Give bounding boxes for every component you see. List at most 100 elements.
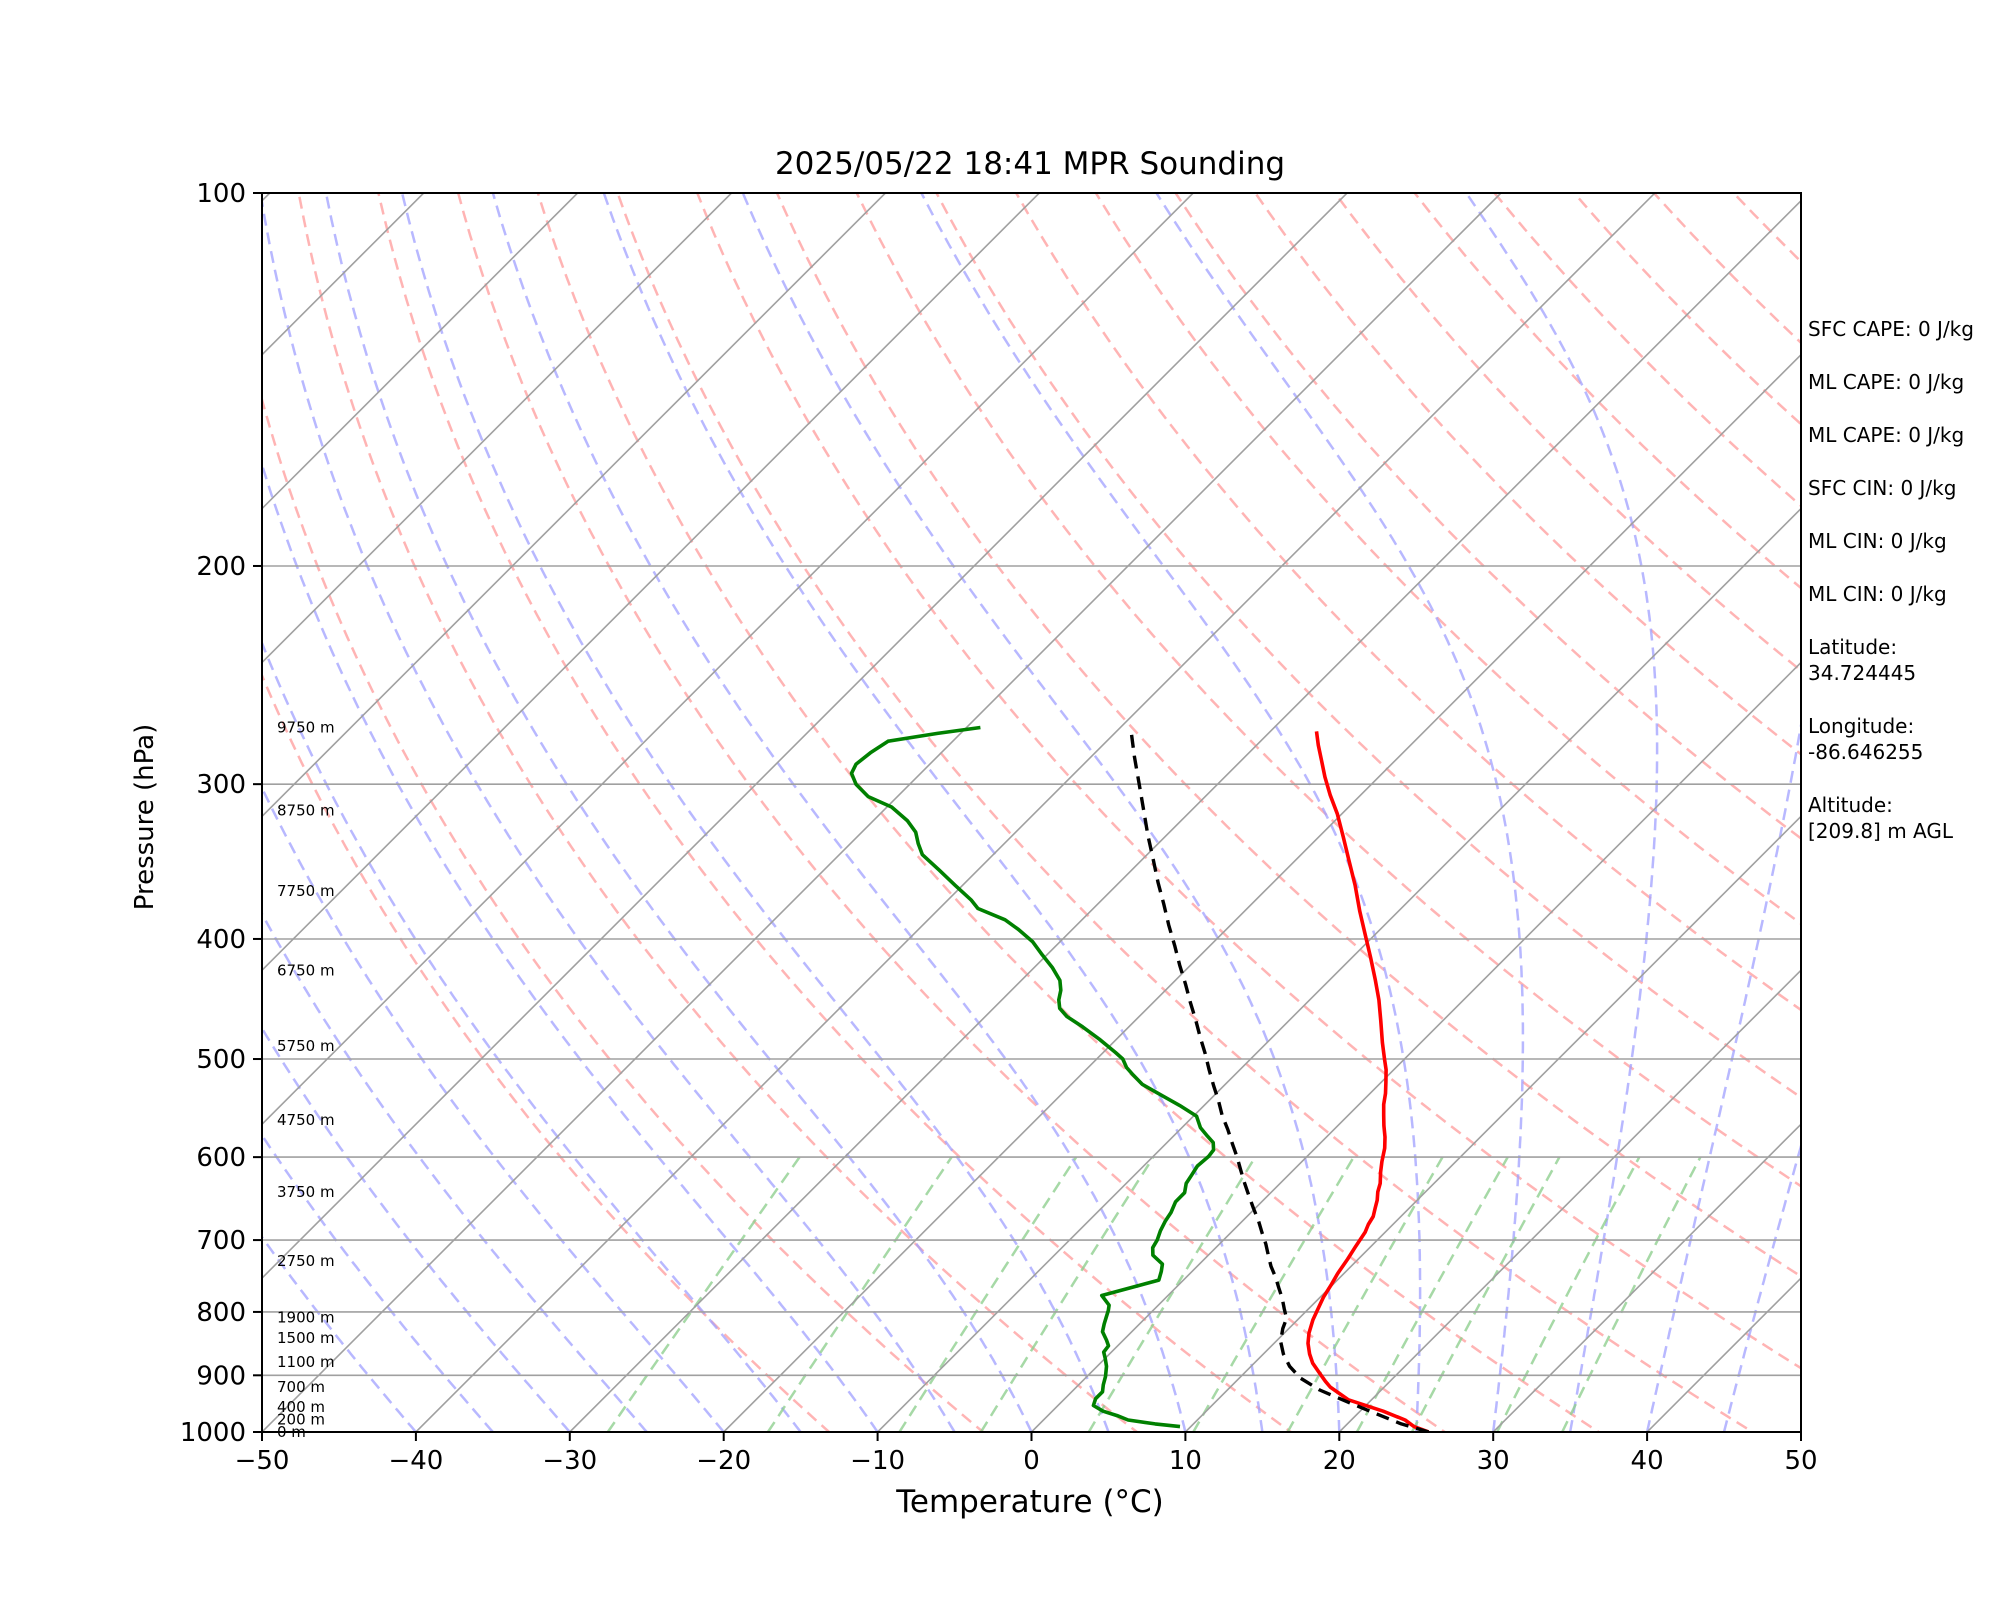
moist-adiabat-line xyxy=(400,193,1110,1432)
height-label: 400 m xyxy=(277,1398,325,1416)
dry-adiabat-line xyxy=(1493,193,1801,508)
dry-adiabat-line xyxy=(536,193,1601,1432)
mixing-ratio-line xyxy=(766,1156,953,1432)
moist-adiabat-line xyxy=(1645,718,1801,1432)
isotherm-line xyxy=(262,193,1502,1432)
isotherm-line xyxy=(723,353,1801,1432)
dry-adiabat-line xyxy=(855,193,1801,1188)
isotherm-line xyxy=(1184,815,1801,1432)
mixing-ratio-line xyxy=(898,1156,1078,1432)
moist-adiabat-line xyxy=(262,1026,571,1432)
temperature-line xyxy=(1306,731,1430,1432)
mixing-ratio-line xyxy=(1286,1156,1444,1432)
x-tick-label: 50 xyxy=(1784,1446,1817,1476)
stat-altitude: Altitude: [209.8] m AGL xyxy=(1808,792,1998,844)
moist-adiabat-line xyxy=(602,193,1264,1432)
dry-adiabat-line xyxy=(262,672,831,1432)
x-tick-label: 0 xyxy=(1023,1446,1040,1476)
moist-adiabat-line xyxy=(491,193,1187,1432)
stat-label: ML CAPE: 0 J/kg xyxy=(1808,370,1965,394)
height-label: 8750 m xyxy=(277,801,335,819)
x-tick-label: −40 xyxy=(388,1446,443,1476)
plot-lines xyxy=(0,193,1801,1432)
stat-ml-cin-2: ML CIN: 0 J/kg xyxy=(1808,581,1998,607)
y-tick-label: 900 xyxy=(196,1361,246,1391)
y-axis-label: Pressure (hPa) xyxy=(130,724,160,911)
stat-longitude: Longitude: -86.646255 xyxy=(1808,713,1998,765)
height-label: 700 m xyxy=(277,1378,325,1396)
mixing-ratio-line xyxy=(979,1156,1155,1432)
y-tick-label: 300 xyxy=(196,770,246,800)
isotherm-line xyxy=(262,193,1348,1280)
isotherm-line xyxy=(262,193,579,510)
height-label: 1500 m xyxy=(277,1329,335,1347)
x-tick-label: 10 xyxy=(1169,1446,1202,1476)
isotherm-line xyxy=(569,199,1801,1432)
y-tick-label: 1000 xyxy=(180,1418,246,1448)
stat-sfc-cape: SFC CAPE: 0 J/kg xyxy=(1808,316,1998,342)
stat-label: ML CIN: 0 J/kg xyxy=(1808,529,1947,553)
moist-adiabat-line xyxy=(262,785,725,1432)
mixing-ratio-line xyxy=(606,1156,801,1432)
height-label: 6750 m xyxy=(277,961,335,979)
y-tick-label: 600 xyxy=(196,1143,246,1173)
stat-value: [209.8] m AGL xyxy=(1808,819,1954,843)
y-tick-label: 700 xyxy=(196,1226,246,1256)
stat-label: SFC CIN: 0 J/kg xyxy=(1808,476,1957,500)
dry-adiabat-line xyxy=(696,193,1801,1370)
isotherm-line xyxy=(415,193,1656,1432)
stat-value: -86.646255 xyxy=(1808,740,1924,764)
height-label: 5750 m xyxy=(277,1037,335,1055)
dry-adiabat-line xyxy=(1094,193,1801,926)
moist-adiabat-line xyxy=(324,193,1033,1432)
isotherm-line xyxy=(1492,1123,1801,1432)
height-label: 200 m xyxy=(277,1411,325,1429)
moist-adiabat-line xyxy=(262,639,802,1432)
dry-adiabat-line xyxy=(616,193,1755,1432)
stat-ml-cape: ML CAPE: 0 J/kg xyxy=(1808,369,1998,395)
mixing-ratio-line xyxy=(1192,1156,1355,1432)
dry-adiabat-line xyxy=(935,193,1801,1099)
chart-title: 2025/05/22 18:41 MPR Sounding xyxy=(775,146,1285,182)
stat-ml-cin: ML CIN: 0 J/kg xyxy=(1808,528,1998,554)
stat-value: 34.724445 xyxy=(1808,661,1917,685)
mixing-ratio-line xyxy=(1495,1156,1641,1432)
x-tick-label: −50 xyxy=(235,1446,290,1476)
dry-adiabat-line xyxy=(262,395,986,1432)
stat-label: SFC CAPE: 0 J/kg xyxy=(1808,317,1974,341)
x-tick-label: −10 xyxy=(850,1446,905,1476)
height-label: 1100 m xyxy=(277,1353,335,1371)
x-tick-label: 20 xyxy=(1323,1446,1356,1476)
isotherm-line xyxy=(1030,661,1801,1432)
y-tick-label: 500 xyxy=(196,1045,246,1075)
y-tick-label: 100 xyxy=(196,179,246,209)
x-tick-label: −20 xyxy=(696,1446,751,1476)
moist-adiabat-line xyxy=(262,194,956,1432)
stat-label: ML CAPE: 0 J/kg xyxy=(1808,423,1965,447)
x-tick-label: −30 xyxy=(542,1446,597,1476)
dry-adiabat-line xyxy=(1015,193,1801,1012)
stat-label: Longitude: xyxy=(1808,714,1915,738)
moist-adiabat-line xyxy=(262,1132,494,1432)
isotherm-line xyxy=(1338,969,1801,1432)
mixing-ratio-line xyxy=(1410,1156,1561,1432)
y-tick-label: 800 xyxy=(196,1298,246,1328)
moist-adiabat-line xyxy=(262,460,879,1432)
dry-adiabat-line xyxy=(1254,193,1801,756)
plot-frame xyxy=(261,192,1802,1433)
mixing-ratio-line xyxy=(1087,1156,1257,1432)
isotherm-line xyxy=(262,193,733,664)
isotherm-line xyxy=(262,193,886,818)
height-label: 1900 m xyxy=(277,1308,335,1326)
stat-label: Altitude: xyxy=(1808,793,1893,817)
dry-adiabat-line xyxy=(1174,193,1801,841)
isotherm-line xyxy=(0,193,116,1432)
sounding-stats-panel: SFC CAPE: 0 J/kg ML CAPE: 0 J/kg ML CAPE… xyxy=(1808,316,1998,871)
dewpoint-line xyxy=(849,725,1216,1429)
moist-adiabat-line xyxy=(741,193,1341,1432)
height-label: 4750 m xyxy=(277,1111,335,1129)
moist-adiabat-line xyxy=(920,193,1422,1432)
moist-adiabat-line xyxy=(1465,193,1659,1432)
y-tick-label: 200 xyxy=(196,552,246,582)
